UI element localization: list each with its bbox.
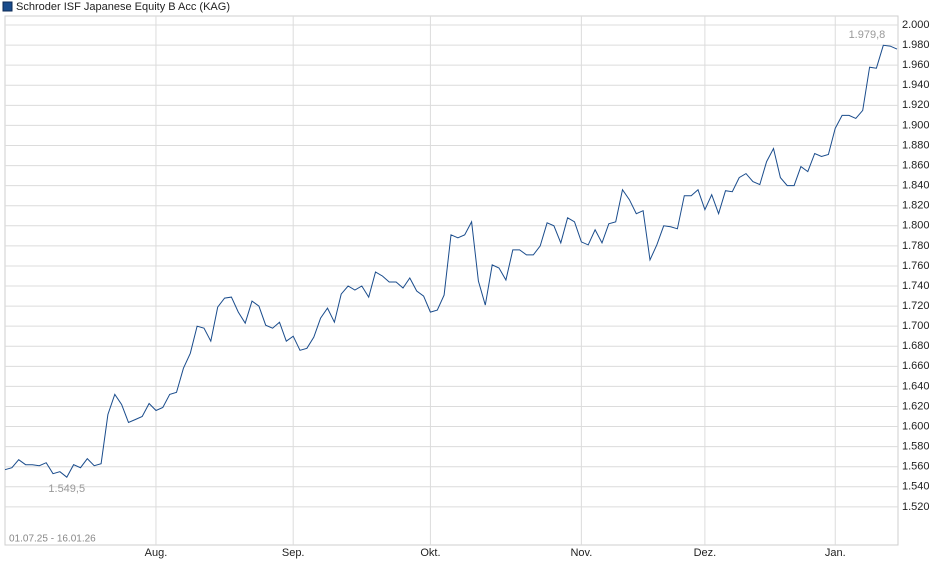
y-tick-label: 1.860 (902, 159, 930, 171)
date-range: 01.07.25 - 16.01.26 (9, 534, 96, 545)
y-tick-label: 1.620 (902, 400, 930, 412)
x-tick-label: Nov. (570, 547, 592, 559)
y-tick-label: 1.920 (902, 99, 930, 111)
legend-icon (2, 1, 13, 12)
y-tick-label: 1.900 (902, 119, 930, 131)
chart-title: Schroder ISF Japanese Equity B Acc (KAG) (16, 1, 230, 13)
y-tick-label: 1.540 (902, 481, 930, 493)
x-tick-label: Sep. (282, 547, 305, 559)
y-tick-label: 1.960 (902, 59, 930, 71)
y-tick-label: 1.820 (902, 200, 930, 212)
x-tick-label: Aug. (145, 547, 168, 559)
y-tick-label: 1.940 (902, 79, 930, 91)
x-tick-label: Jan. (825, 547, 846, 559)
y-tick-label: 1.840 (902, 180, 930, 192)
y-tick-label: 1.660 (902, 360, 930, 372)
y-tick-label: 1.520 (902, 501, 930, 513)
value-label: 1.979,8 (849, 29, 886, 41)
y-tick-label: 1.720 (902, 300, 930, 312)
y-tick-label: 1.680 (902, 340, 930, 352)
value-label: 1.549,5 (48, 483, 85, 495)
y-tick-label: 1.600 (902, 420, 930, 432)
y-tick-label: 1.880 (902, 139, 930, 151)
y-tick-label: 1.580 (902, 441, 930, 453)
x-tick-label: Dez. (694, 547, 717, 559)
x-tick-label: Okt. (420, 547, 440, 559)
y-tick-label: 1.980 (902, 39, 930, 51)
y-tick-label: 1.760 (902, 260, 930, 272)
y-tick-label: 1.640 (902, 380, 930, 392)
y-tick-label: 1.740 (902, 280, 930, 292)
y-tick-label: 1.800 (902, 220, 930, 232)
line (4, 44, 898, 478)
y-tick-label: 1.700 (902, 320, 930, 332)
y-tick-label: 1.780 (902, 240, 930, 252)
plot-frame (4, 15, 899, 546)
y-tick-label: 2.000 (902, 19, 930, 31)
y-tick-label: 1.560 (902, 461, 930, 473)
